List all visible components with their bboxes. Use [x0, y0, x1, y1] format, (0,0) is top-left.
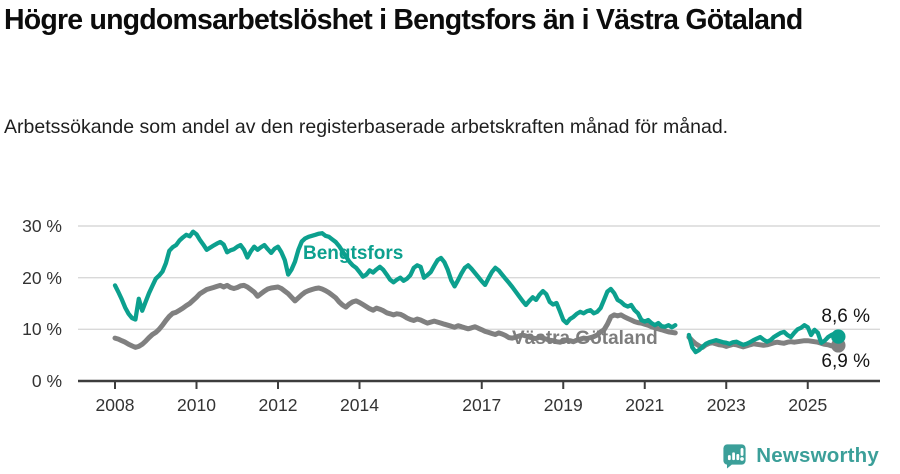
line-bengtsfors — [686, 323, 841, 355]
y-axis-tick-label-10: 10 % — [22, 319, 62, 340]
x-axis-tick-label-2012: 2012 — [258, 395, 298, 415]
series-label-vastra-gotaland: Västra Götaland — [512, 328, 658, 349]
x-axis-tick-label-2023: 2023 — [706, 395, 746, 415]
x-axis-tick-label-2014: 2014 — [340, 395, 379, 415]
x-axis-tick-label-2025: 2025 — [788, 395, 828, 415]
y-axis-tick-label-30: 30 % — [22, 215, 62, 236]
line-bengtsfors — [112, 229, 678, 330]
bar-chart-speech-bubble-icon — [723, 444, 746, 469]
page-title: Högre ungdomsarbetslöshet i Bengtsfors ä… — [4, 4, 803, 36]
y-axis-tick-label-0: 0 % — [31, 371, 62, 391]
x-axis-tick-label-2010: 2010 — [177, 395, 216, 415]
newsworthy-wordmark: Newsworthy — [756, 443, 879, 467]
end-value-label-bengtsfors: 8,6 % — [821, 306, 870, 327]
y-axis-tick-label-20: 20 % — [22, 267, 62, 288]
x-axis-tick-label-2021: 2021 — [625, 395, 665, 415]
newsworthy-branding: Newsworthy — [721, 442, 879, 469]
chart-subtitle: Arbetssökande som andel av den registerb… — [4, 116, 729, 138]
end-dot-bengtsfors — [831, 329, 846, 344]
series-label-bengtsfors: Bengtsfors — [303, 243, 404, 264]
x-axis-tick-label-2017: 2017 — [462, 395, 502, 415]
line-v-stra-g-taland — [686, 334, 841, 350]
end-value-label-vastra-gotaland: 6,9 % — [821, 351, 870, 372]
x-axis-tick-label-2019: 2019 — [543, 395, 583, 415]
x-axis-tick-label-2008: 2008 — [95, 395, 135, 415]
line-v-stra-g-taland — [112, 282, 678, 350]
